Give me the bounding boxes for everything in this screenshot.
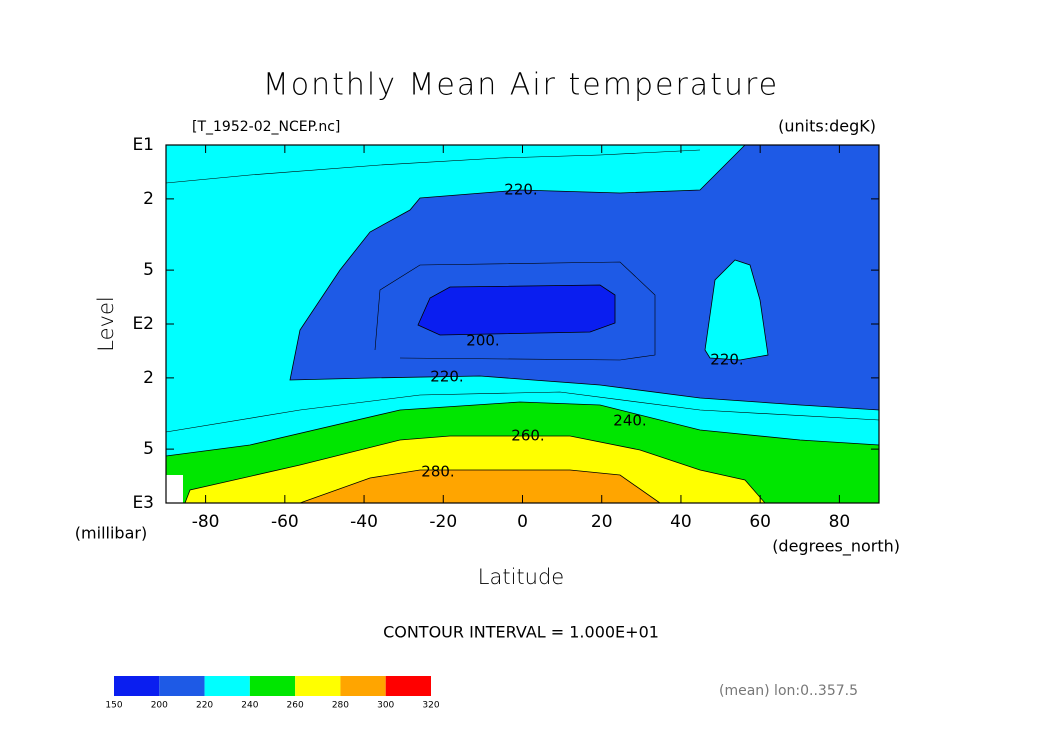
subtitle: [T_1952-02_NCEP.nc] [192, 119, 340, 135]
x-tick-label: 60 [749, 512, 771, 532]
colorbar-label: 280 [332, 701, 349, 711]
y-tick-label: E1 [132, 135, 154, 155]
contour-label: 280. [421, 463, 454, 481]
y-units: (millibar) [75, 524, 147, 543]
units: (units:degK) [778, 117, 876, 136]
y-tick-label: E2 [132, 314, 154, 334]
missing-data [166, 475, 183, 503]
x-units: (degrees_north) [772, 537, 900, 557]
colorbar-swatch [295, 676, 341, 696]
y-tick-label: 5 [143, 439, 154, 459]
colorbar-label: 300 [377, 701, 394, 711]
band-150-200 [417, 284, 616, 336]
contour-label: 240. [613, 412, 646, 430]
x-tick-label: 40 [670, 512, 692, 532]
colorbar-label: 200 [151, 701, 168, 711]
x-tick-label: -60 [271, 512, 299, 532]
contour-label: 260. [511, 427, 544, 445]
colorbar-swatch [204, 676, 250, 696]
colorbar-label: 150 [105, 701, 122, 711]
y-tick-label: E3 [132, 493, 154, 513]
contour-label: 200. [466, 332, 499, 350]
colorbar-label: 320 [422, 701, 439, 711]
contour-label: 220. [504, 181, 537, 199]
colorbar-swatch [159, 676, 205, 696]
contour-line [165, 149, 701, 184]
x-tick-label: -80 [192, 512, 220, 532]
colorbar-swatch [385, 676, 431, 696]
x-axis-label: Latitude [478, 565, 564, 589]
x-tick-label: 20 [591, 512, 613, 532]
contour-line [374, 261, 656, 361]
x-tick-label: -20 [429, 512, 457, 532]
footnote: (mean) lon:0..357.5 [719, 683, 858, 699]
colorbar-swatch [114, 676, 160, 696]
contour-line [165, 391, 880, 433]
contour-label: 220. [710, 351, 743, 369]
y-axis-label: Level [94, 296, 118, 351]
y-tick-label: 2 [143, 368, 154, 388]
band-220-240 [704, 259, 769, 361]
contour-interval: CONTOUR INTERVAL = 1.000E+01 [383, 623, 659, 642]
x-tick-label: -40 [350, 512, 378, 532]
x-tick-label: 0 [517, 512, 528, 532]
colorbar-label: 260 [287, 701, 304, 711]
y-tick-label: 2 [143, 189, 154, 209]
colorbar-label: 220 [196, 701, 213, 711]
x-tick-label: 80 [829, 512, 851, 532]
contour-label: 220. [430, 368, 463, 386]
colorbar-swatch [340, 676, 386, 696]
colorbar-label: 240 [241, 701, 258, 711]
colorbar-swatch [249, 676, 296, 696]
chart-title: Monthly Mean Air temperature [263, 68, 779, 103]
y-tick-label: 5 [143, 260, 154, 280]
